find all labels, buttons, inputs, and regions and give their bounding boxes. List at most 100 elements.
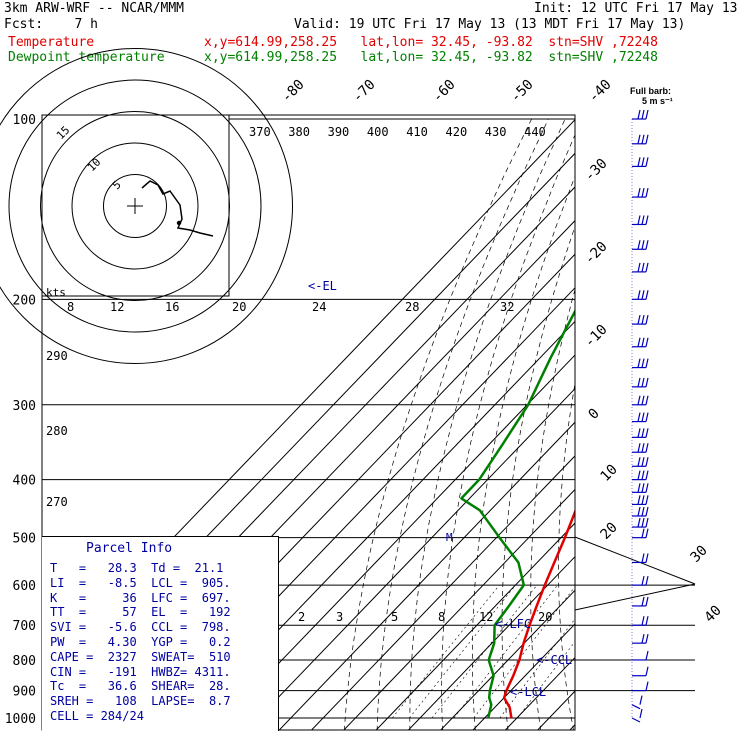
dewpoint-legend: Dewpoint temperature — [8, 50, 165, 65]
wind-barb — [632, 240, 649, 250]
isotherm-label: 0 — [586, 406, 603, 423]
pressure-label: 200 — [13, 293, 36, 308]
wind-barb — [632, 495, 649, 506]
isotherm-line — [407, 555, 575, 730]
isotherm-line — [213, 354, 575, 730]
wind-barb — [632, 215, 649, 226]
dry-adiabat — [709, 119, 740, 731]
parcel-info-row: CAPE = 2327 SWEAT= 510 — [50, 649, 231, 664]
wind-barb — [631, 695, 643, 710]
valid-time: Valid: 19 UTC Fri 17 May 13 (13 MDT Fri … — [294, 17, 686, 32]
wind-barb — [632, 517, 649, 528]
ccl-marker: <-CCL — [536, 653, 572, 667]
mixing-ratio-label: 12 — [479, 610, 493, 624]
theta-label: 400 — [367, 125, 389, 139]
parcel-info-row: SREH = 108 LAPSE= 8.7 — [50, 694, 231, 709]
wind-barb — [631, 708, 643, 723]
wind-barb — [632, 109, 649, 120]
wind-barbs — [631, 109, 649, 723]
lfc-marker: <-LFC — [495, 617, 531, 631]
theta-label: 420 — [446, 125, 468, 139]
dry-adiabat — [344, 118, 532, 730]
dry-adiabat — [558, 381, 575, 730]
el-marker: <-EL — [308, 279, 337, 293]
isotherm-label: -70 — [350, 77, 379, 106]
dry-adiabat — [376, 118, 549, 730]
mixing-ratio-label: 24 — [312, 300, 326, 314]
wind-barb — [632, 575, 649, 586]
isotherm-line — [343, 488, 575, 730]
wind-barb — [632, 616, 649, 626]
pressure-label: 600 — [13, 579, 36, 594]
theta-label: 290 — [46, 349, 68, 363]
isotherm-label: -20 — [582, 239, 611, 268]
isotherm-label: 40 — [702, 603, 725, 626]
isotherm-line — [278, 421, 575, 730]
mixing-ratio-label: 20 — [538, 610, 552, 624]
init-time: Init: 12 UTC Fri 17 May 13 — [534, 1, 738, 16]
theta-label: 270 — [46, 495, 68, 509]
wind-barb — [632, 457, 649, 467]
parcel-info-row: K = 36 LFC = 697. — [50, 590, 231, 605]
theta-label: 380 — [288, 125, 310, 139]
wind-barb — [632, 395, 649, 406]
isotherm-extension — [574, 536, 696, 585]
wind-barb — [632, 528, 649, 539]
mixing-ratio-line — [409, 584, 516, 719]
mixing-ratio-label: 16 — [165, 300, 179, 314]
parcel-info-row: Tc = 36.6 SHEAR= 28. — [50, 679, 231, 694]
wind-barb — [632, 483, 649, 493]
mixing-ratio-label: 2 — [298, 610, 305, 624]
mixing-ratio-label: 12 — [110, 300, 124, 314]
pressure-label: 400 — [13, 474, 36, 489]
dry-adiabat — [409, 118, 566, 730]
pressure-label: 900 — [13, 685, 36, 700]
isotherm-label: -30 — [582, 156, 611, 185]
plot-frame — [41, 114, 576, 731]
pressure-label: 700 — [13, 619, 36, 634]
theta-label: 370 — [249, 125, 271, 139]
parcel-info-row: CIN = -191 HWBZ= 4311. — [50, 664, 231, 679]
lcl-marker: <-LCL — [510, 685, 546, 699]
temperature-trace — [502, 508, 575, 719]
mixing-ratio-line — [392, 584, 500, 719]
dewpoint-trace — [460, 308, 575, 719]
pressure-label: 300 — [13, 399, 36, 414]
wind-barb — [632, 470, 649, 481]
isotherm-line — [375, 522, 575, 730]
isotherm-line — [504, 656, 575, 730]
dry-adiabat — [662, 119, 716, 731]
isotherm-label: -10 — [582, 322, 611, 351]
isotherm-line — [181, 320, 575, 730]
barb-legend-title: Full barb: — [630, 86, 671, 96]
wind-barb — [632, 666, 649, 677]
dry-adiabat — [732, 119, 740, 731]
wind-barb — [632, 428, 649, 438]
theta-label: 440 — [524, 125, 546, 139]
wind-barb — [632, 506, 649, 517]
isotherm-line — [246, 387, 575, 730]
pressure-label: 1000 — [5, 712, 36, 727]
wind-barb — [632, 134, 649, 145]
pressure-label: 500 — [13, 532, 36, 547]
m-marker: M — [446, 531, 453, 544]
wind-barb — [632, 337, 649, 348]
temperature-location: x,y=614.99,258.25 lat,lon= 32.45, -93.82… — [204, 35, 658, 50]
forecast-hour: Fcst: 7 h — [4, 17, 98, 32]
hodograph-ring — [0, 48, 293, 364]
hodograph-ring — [40, 111, 230, 301]
wind-barb — [632, 596, 649, 607]
theta-label: 390 — [328, 125, 350, 139]
dry-adiabat — [530, 288, 575, 730]
hodograph-ring — [71, 142, 199, 270]
hodograph-ring — [103, 174, 167, 238]
parcel-info-row: SVI = -5.6 CCL = 798. — [50, 620, 231, 635]
wind-barb — [632, 553, 649, 564]
isotherm-label: 10 — [598, 462, 621, 485]
parcel-info-panel: Parcel Info — [42, 536, 279, 731]
isotherm-label: -50 — [508, 77, 537, 106]
isotherm-label: -40 — [586, 77, 615, 106]
wind-barb — [632, 412, 649, 423]
wind-barb — [632, 377, 649, 388]
